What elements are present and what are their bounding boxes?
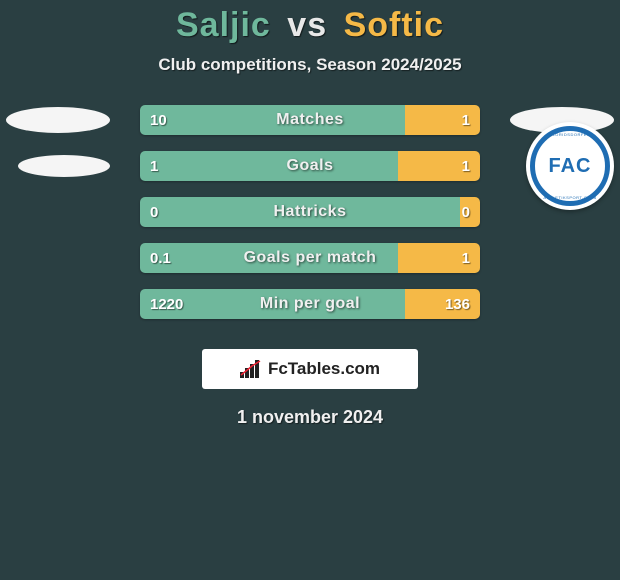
stat-bar: 00Hattricks (140, 197, 480, 227)
title: Saljic vs Softic (0, 6, 620, 45)
stat-right-value: 1 (398, 151, 480, 181)
player1-name: Saljic (176, 6, 271, 44)
date-text: 1 november 2024 (0, 407, 620, 428)
left-side-badge (6, 155, 110, 177)
brand-text: FcTables.com (268, 359, 380, 379)
placeholder-ellipse (6, 107, 110, 133)
stat-right-value: 136 (405, 289, 480, 319)
subtitle: Club competitions, Season 2024/2025 (0, 55, 620, 75)
stat-bar: 101Matches (140, 105, 480, 135)
stat-bar: 0.11Goals per match (140, 243, 480, 273)
club-abbrev: FAC (549, 155, 592, 178)
stat-left-value: 0 (140, 197, 460, 227)
stat-left-value: 1220 (140, 289, 405, 319)
bar-chart-icon (240, 360, 262, 378)
stat-right-value: 0 (460, 197, 480, 227)
brand-badge: FcTables.com (202, 349, 418, 389)
placeholder-ellipse (18, 155, 110, 177)
comparison-card: Saljic vs Softic Club competitions, Seas… (0, 0, 620, 428)
stat-row: 1220136Min per goal (0, 281, 620, 327)
stat-row: 0.11Goals per match (0, 235, 620, 281)
left-side-badge (6, 107, 110, 133)
stat-bar: 11Goals (140, 151, 480, 181)
stat-row: 00Hattricks (0, 189, 620, 235)
stat-left-value: 10 (140, 105, 405, 135)
stat-right-value: 1 (405, 105, 480, 135)
stat-row: FLORIDSDORFERFACATHLETIKSPORT-CLUB11Goal… (0, 143, 620, 189)
stat-right-value: 1 (398, 243, 480, 273)
stat-bar: 1220136Min per goal (140, 289, 480, 319)
stat-left-value: 0.1 (140, 243, 398, 273)
stat-left-value: 1 (140, 151, 398, 181)
vs-text: vs (287, 6, 327, 44)
player2-name: Softic (344, 6, 444, 44)
club-arc-top: FLORIDSDORFER (550, 132, 591, 137)
stat-rows: 101Matches FLORIDSDORFERFACATHLETIKSPORT-… (0, 97, 620, 327)
